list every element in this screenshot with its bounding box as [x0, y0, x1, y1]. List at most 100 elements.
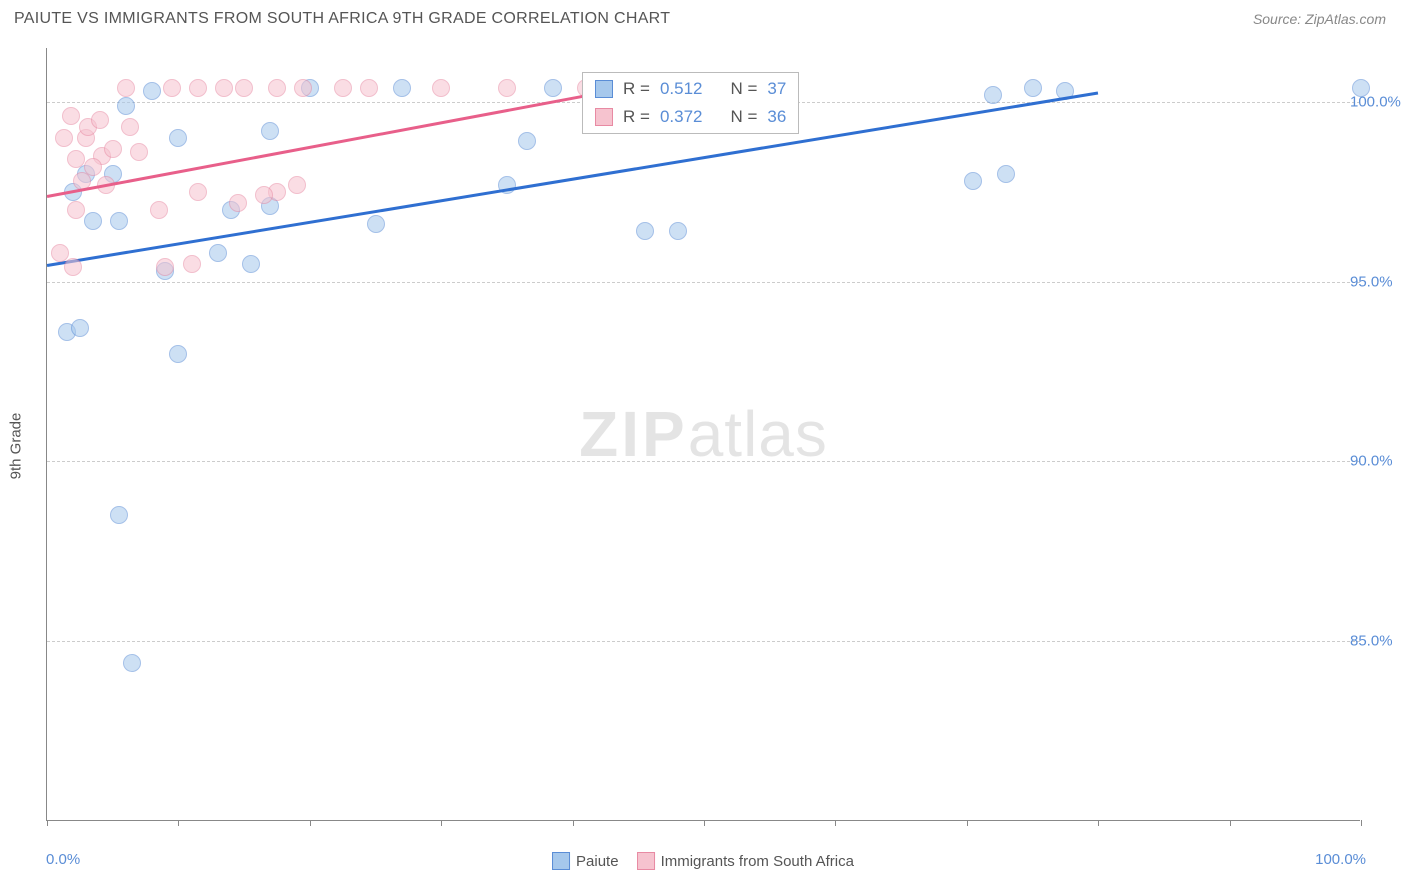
data-point-paiute	[997, 165, 1015, 183]
xtick	[310, 820, 311, 826]
data-point-paiute	[110, 506, 128, 524]
data-point-immigrants	[117, 79, 135, 97]
legend-swatch-paiute	[552, 852, 570, 870]
xtick	[704, 820, 705, 826]
stats-swatch	[595, 80, 613, 98]
data-point-immigrants	[334, 79, 352, 97]
data-point-immigrants	[229, 194, 247, 212]
source-label: Source: ZipAtlas.com	[1253, 11, 1386, 27]
data-point-immigrants	[156, 258, 174, 276]
data-point-immigrants	[55, 129, 73, 147]
data-point-paiute	[117, 97, 135, 115]
xtick	[967, 820, 968, 826]
data-point-paiute	[169, 129, 187, 147]
stats-n-value: 37	[767, 79, 786, 99]
stats-swatch	[595, 108, 613, 126]
data-point-immigrants	[288, 176, 306, 194]
data-point-paiute	[242, 255, 260, 273]
data-point-immigrants	[268, 79, 286, 97]
chart-container: PAIUTE VS IMMIGRANTS FROM SOUTH AFRICA 9…	[0, 0, 1406, 892]
data-point-paiute	[1024, 79, 1042, 97]
stats-n-label: N =	[730, 107, 757, 127]
watermark-light: atlas	[688, 398, 828, 470]
data-point-immigrants	[64, 258, 82, 276]
data-point-paiute	[367, 215, 385, 233]
stats-row-paiute: R =0.512N =37	[583, 75, 798, 103]
data-point-paiute	[110, 212, 128, 230]
gridline	[47, 641, 1360, 642]
chart-title: PAIUTE VS IMMIGRANTS FROM SOUTH AFRICA 9…	[14, 10, 670, 28]
data-point-immigrants	[189, 183, 207, 201]
data-point-paiute	[71, 319, 89, 337]
xtick-end-label: 100.0%	[1315, 851, 1366, 868]
legend-label-immigrants: Immigrants from South Africa	[661, 853, 854, 870]
stats-r-value: 0.512	[660, 79, 703, 99]
data-point-paiute	[123, 654, 141, 672]
gridline	[47, 282, 1360, 283]
data-point-immigrants	[360, 79, 378, 97]
plot-area: ZIPatlas 85.0%90.0%95.0%100.0%R =0.512N …	[46, 48, 1360, 821]
data-point-paiute	[169, 345, 187, 363]
stats-row-immigrants: R = 0.372 N = 36	[583, 103, 798, 131]
header-row: PAIUTE VS IMMIGRANTS FROM SOUTH AFRICA 9…	[0, 0, 1406, 28]
trendline-paiute	[47, 91, 1099, 266]
data-point-paiute	[984, 86, 1002, 104]
ytick-label: 90.0%	[1350, 453, 1406, 470]
ytick-label: 95.0%	[1350, 273, 1406, 290]
data-point-paiute	[636, 222, 654, 240]
xtick-start-label: 0.0%	[46, 851, 80, 868]
stats-n-value: 36	[767, 107, 786, 127]
stats-n-label: N =	[730, 79, 757, 99]
data-point-immigrants	[163, 79, 181, 97]
xtick	[47, 820, 48, 826]
data-point-immigrants	[235, 79, 253, 97]
data-point-immigrants	[294, 79, 312, 97]
data-point-immigrants	[215, 79, 233, 97]
xtick	[1098, 820, 1099, 826]
data-point-immigrants	[67, 201, 85, 219]
legend: Paiute Immigrants from South Africa	[552, 852, 854, 870]
xtick	[1361, 820, 1362, 826]
data-point-immigrants	[104, 140, 122, 158]
legend-item-immigrants: Immigrants from South Africa	[637, 852, 854, 870]
stats-r-value: 0.372	[660, 107, 703, 127]
data-point-immigrants	[432, 79, 450, 97]
xtick	[441, 820, 442, 826]
data-point-immigrants	[130, 143, 148, 161]
legend-label-paiute: Paiute	[576, 853, 619, 870]
data-point-paiute	[143, 82, 161, 100]
data-point-immigrants	[62, 107, 80, 125]
data-point-paiute	[518, 132, 536, 150]
data-point-immigrants	[189, 79, 207, 97]
data-point-paiute	[393, 79, 411, 97]
stats-r-label: R =	[623, 107, 650, 127]
data-point-paiute	[669, 222, 687, 240]
data-point-immigrants	[84, 158, 102, 176]
yaxis-label: 9th Grade	[8, 413, 25, 480]
data-point-paiute	[261, 122, 279, 140]
data-point-paiute	[1352, 79, 1370, 97]
gridline	[47, 461, 1360, 462]
data-point-paiute	[84, 212, 102, 230]
data-point-immigrants	[67, 150, 85, 168]
data-point-immigrants	[150, 201, 168, 219]
data-point-immigrants	[91, 111, 109, 129]
xtick	[835, 820, 836, 826]
ytick-label: 85.0%	[1350, 633, 1406, 650]
data-point-paiute	[964, 172, 982, 190]
watermark-bold: ZIP	[579, 398, 688, 470]
data-point-immigrants	[183, 255, 201, 273]
data-point-immigrants	[121, 118, 139, 136]
data-point-paiute	[544, 79, 562, 97]
legend-item-paiute: Paiute	[552, 852, 619, 870]
data-point-immigrants	[498, 79, 516, 97]
data-point-immigrants	[255, 186, 273, 204]
stats-box: R = 0.512 N = 37 R = 0.372 N = 36	[582, 72, 799, 134]
legend-swatch-immigrants	[637, 852, 655, 870]
data-point-immigrants	[51, 244, 69, 262]
xtick	[178, 820, 179, 826]
xtick	[1230, 820, 1231, 826]
watermark: ZIPatlas	[579, 397, 828, 471]
xtick	[573, 820, 574, 826]
data-point-paiute	[209, 244, 227, 262]
